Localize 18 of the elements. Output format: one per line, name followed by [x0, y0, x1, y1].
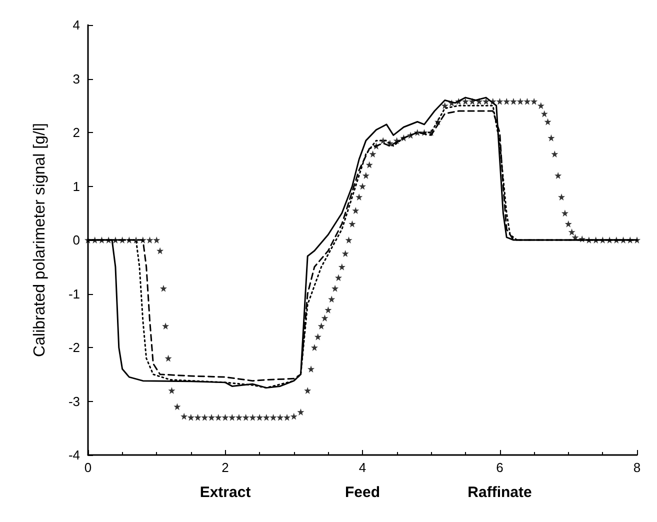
text: Raffinate	[468, 484, 532, 501]
x-tick-label: 2	[222, 460, 229, 475]
y-tick-label: -2	[68, 340, 80, 355]
y-tick-label: 2	[72, 125, 80, 140]
y-tick-label: -1	[68, 286, 80, 302]
y-tick-label: 0	[72, 232, 80, 248]
x-tick-label: 4	[358, 460, 366, 475]
y-tick-label: 1	[72, 178, 80, 194]
y-tick-label: -3	[68, 394, 80, 409]
text: Extract	[200, 484, 251, 501]
x-tick-label: 6	[496, 460, 504, 475]
y-axis-title: Calibrated polarimeter signal [g/l]	[32, 123, 48, 357]
y-tick-label: -4	[68, 448, 80, 462]
text: Feed	[344, 484, 380, 501]
x-tick-label: 8	[633, 460, 641, 475]
y-tick-label: 4	[72, 18, 80, 32]
y-tick-label: 3	[72, 71, 80, 86]
x-tick-label: 0	[84, 460, 92, 475]
